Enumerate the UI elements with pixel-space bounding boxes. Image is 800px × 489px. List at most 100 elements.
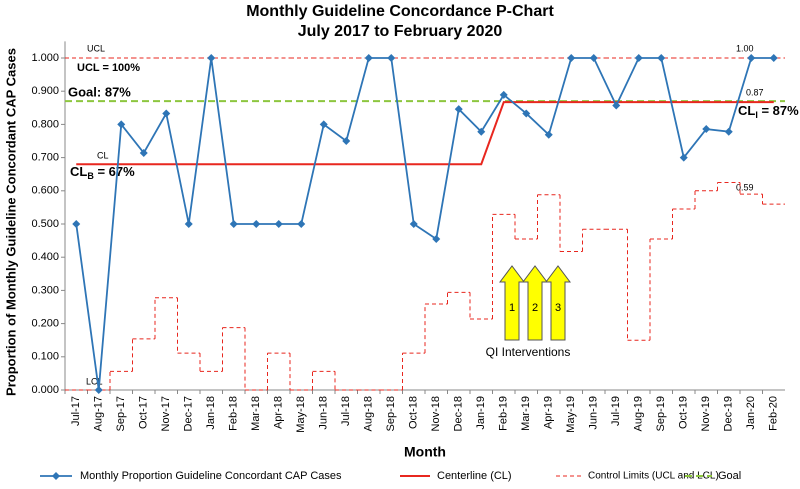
chart-title: Monthly Guideline Concordance P-Chart [246, 3, 554, 20]
x-tick-label: Oct-18 [408, 396, 420, 429]
x-tick-label: Feb-20 [768, 396, 780, 431]
y-tick-label: 0.800 [31, 118, 59, 130]
annotation: = 87% [758, 103, 799, 118]
y-tick-label: 0.100 [31, 351, 59, 363]
x-tick-label: Feb-18 [228, 396, 240, 431]
x-tick-label: Nov-18 [430, 396, 442, 431]
annotation: 0.87 [746, 87, 764, 97]
data-point [589, 54, 598, 62]
chart-subtitle: July 2017 to February 2020 [298, 23, 503, 40]
x-tick-label: Jul-17 [70, 396, 82, 426]
x-tick-label: Feb-19 [498, 396, 510, 431]
legend-label: Centerline (CL) [437, 470, 512, 482]
x-tick-label: Apr-18 [273, 396, 285, 429]
annotation: CL [738, 103, 755, 118]
x-tick-label: Dec-17 [183, 396, 195, 431]
data-point [297, 220, 306, 228]
x-tick-label: Sep-18 [385, 396, 397, 431]
arrow [522, 265, 548, 341]
annotation: QI Interventions [486, 345, 571, 359]
data-point [117, 120, 126, 129]
centerline [76, 101, 774, 166]
y-tick-label: 0.200 [31, 318, 59, 330]
x-tick-label: Oct-17 [138, 396, 150, 429]
data-point [319, 120, 328, 129]
y-tick-label: 0.900 [31, 85, 59, 97]
annotation: CLB = 67% [70, 164, 135, 181]
arrow [499, 265, 525, 341]
x-tick-label: Jan-19 [475, 396, 487, 430]
data-point [454, 105, 463, 114]
annotation: B [87, 171, 94, 181]
data-point [702, 125, 711, 134]
data-point [229, 220, 238, 228]
data-point [184, 220, 193, 228]
y-tick-label: 0.400 [31, 251, 59, 263]
annotation: 1.00 [736, 43, 754, 53]
data-point [544, 130, 553, 139]
data-point [432, 234, 441, 243]
x-tick-label: Mar-19 [520, 396, 532, 431]
x-tick-label: Jun-19 [588, 396, 600, 430]
annotation: = 67% [94, 164, 135, 179]
data-point [747, 54, 756, 62]
data-point [769, 54, 778, 62]
x-tick-label: Aug-19 [633, 396, 645, 431]
data-point [567, 54, 576, 62]
data-point [477, 127, 486, 136]
data-point [724, 127, 733, 136]
legend-label: Goal [718, 470, 741, 482]
annotation: UCL [87, 43, 105, 53]
x-tick-label: Jan-18 [205, 396, 217, 430]
data-point [162, 109, 171, 118]
data-point [499, 90, 508, 99]
x-tick-label: Dec-18 [453, 396, 465, 431]
data-point [522, 109, 531, 118]
annotation: CL [97, 150, 109, 160]
annotation: Goal: 87% [68, 84, 131, 99]
data-point [274, 220, 283, 228]
legend-label: Control Limits (UCL and LCL) [588, 471, 719, 482]
data-point [679, 153, 688, 162]
y-tick-label: 0.700 [31, 152, 59, 164]
y-tick-label: 0.600 [31, 185, 59, 197]
data-point [612, 101, 621, 110]
data-point [657, 54, 666, 62]
data-point [72, 220, 81, 228]
data-point [252, 220, 261, 228]
y-tick-label: 0.300 [31, 284, 59, 296]
data-point [342, 137, 351, 145]
x-tick-label: Nov-19 [700, 396, 712, 431]
arrow-label: 1 [509, 302, 515, 314]
y-tick-label: 1.000 [31, 52, 59, 64]
data-point [409, 220, 418, 228]
arrow-label: 2 [532, 302, 538, 314]
data-point [634, 54, 643, 62]
data-point [207, 54, 216, 62]
data-point [94, 386, 103, 394]
x-tick-label: Jun-18 [318, 396, 330, 430]
x-tick-label: Aug-17 [93, 396, 105, 431]
x-tick-label: Apr-19 [543, 396, 555, 429]
annotation: 0.59 [736, 182, 754, 192]
x-tick-label: Sep-19 [655, 396, 667, 431]
annotation: I [755, 110, 758, 120]
y-tick-label: 0.000 [31, 384, 59, 396]
arrow [545, 265, 571, 341]
data-line [75, 57, 774, 391]
x-tick-label: May-18 [295, 396, 307, 433]
annotation: UCL = 100% [77, 62, 140, 74]
x-axis-label: Month [404, 444, 446, 460]
x-tick-label: Dec-19 [723, 396, 735, 431]
data-point [387, 54, 396, 62]
y-axis-label: Proportion of Monthly Guideline Concorda… [3, 48, 18, 396]
x-tick-label: Sep-17 [115, 396, 127, 431]
annotation: LCL [86, 376, 103, 386]
x-tick-label: Jul-19 [610, 396, 622, 426]
qi-arrows: 1 2 3 QI Interventions [486, 265, 571, 359]
legend-swatch [52, 472, 60, 480]
x-tick-label: Mar-18 [250, 396, 262, 431]
x-tick-label: May-19 [565, 396, 577, 433]
x-tick-label: Oct-19 [678, 396, 690, 429]
